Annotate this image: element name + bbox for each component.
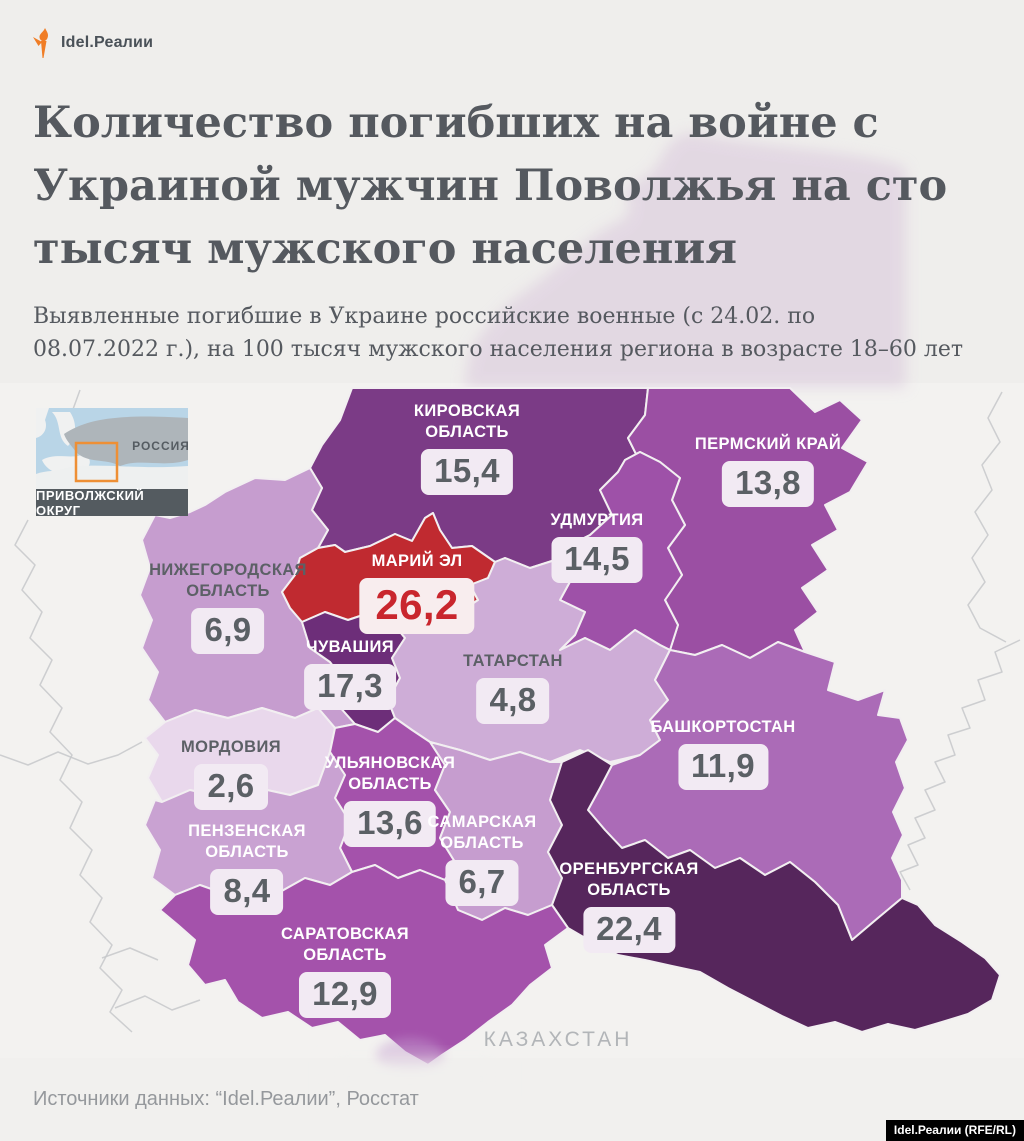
neighbor-borders-east	[967, 391, 1007, 643]
district-highlight-box	[74, 441, 119, 483]
region-value-permskiy: 13,8	[722, 461, 814, 507]
region-label-mordovia: МОРДОВИЯ 2,6	[181, 737, 281, 810]
page-title: Количество погибших на войне с Украиной …	[33, 98, 948, 274]
region-label-tatarstan: ТАТАРСТАН 4,8	[463, 651, 563, 724]
region-value-saratovskaya: 12,9	[299, 972, 391, 1018]
torch-icon	[33, 28, 49, 58]
kazakhstan-label: КАЗАХСТАН	[483, 1028, 633, 1051]
saratov-fade-mask	[330, 1062, 500, 1096]
region-label-chuvashia: ЧУВАШИЯ 17,3	[304, 637, 396, 710]
region-value-mariy-el: 26,2	[359, 578, 475, 634]
region-value-chuvashia: 17,3	[304, 664, 396, 710]
region-value-samarskaya: 6,7	[445, 860, 519, 906]
region-label-nizhegorodskaya: НИЖЕГОРОДСКАЯ ОБЛАСТЬ 6,9	[149, 560, 307, 654]
region-value-kirovskaya: 15,4	[421, 449, 513, 495]
region-label-permskiy: ПЕРМСКИЙ КРАЙ 13,8	[695, 434, 841, 507]
region-value-tatarstan: 4,8	[476, 678, 550, 724]
region-label-orenburgskaya: ОРЕНБУРГСКАЯ ОБЛАСТЬ 22,4	[559, 859, 698, 953]
region-label-bashkortostan: БАШКОРТОСТАН 11,9	[650, 717, 795, 790]
ghost-map-shape	[464, 132, 906, 388]
locator-inset: РОССИЯ ПРИВОЛЖСКИЙ ОКРУГ	[36, 408, 188, 518]
neighbor-borders-west	[14, 519, 133, 1033]
locator-map: РОССИЯ	[36, 408, 188, 489]
region-shape-saratovskaya	[159, 864, 569, 1066]
region-label-mariy-el: МАРИЙ ЭЛ 26,2	[359, 551, 475, 634]
region-value-udmurtia: 14,5	[551, 537, 643, 583]
region-value-bashkortostan: 11,9	[677, 744, 769, 790]
region-value-ulyanovskaya: 13,6	[344, 801, 436, 847]
inset-country-label: РОССИЯ	[132, 439, 188, 453]
region-label-saratovskaya: САРАТОВСКАЯ ОБЛАСТЬ 12,9	[281, 924, 409, 1018]
neighbor-borders-southwest	[101, 947, 201, 1011]
neighbor-borders-east-2	[899, 639, 1021, 891]
region-label-samarskaya: САМАРСКАЯ ОБЛАСТЬ 6,7	[427, 812, 536, 906]
brand-name: Idel.Реалии	[61, 34, 154, 51]
data-sources: Источники данных: “Idel.Реалии”, Росстат	[33, 1088, 419, 1110]
region-value-orenburgskaya: 22,4	[583, 907, 675, 953]
region-label-ulyanovskaya: УЛЬЯНОВСКАЯ ОБЛАСТЬ 13,6	[325, 753, 456, 847]
page-subtitle: Выявленные погибшие в Украине российские…	[33, 304, 964, 362]
region-value-nizhegorodskaya: 6,9	[191, 608, 265, 654]
region-label-kirovskaya: КИРОВСКАЯ ОБЛАСТЬ 15,4	[414, 401, 520, 495]
region-value-mordovia: 2,6	[194, 764, 268, 810]
neighbor-borders-west-2	[0, 741, 143, 766]
footer-background-band	[0, 1058, 1024, 1141]
region-label-penzenskaya: ПЕНЗЕНСКАЯ ОБЛАСТЬ 8,4	[188, 821, 306, 915]
region-value-penzenskaya: 8,4	[210, 869, 284, 915]
brand-logo: Idel.Реалии	[33, 28, 153, 58]
region-label-udmurtia: УДМУРТИЯ 14,5	[551, 510, 644, 583]
credit-badge: Idel.Реалии (RFE/RL)	[885, 1120, 1024, 1141]
inset-district-banner: ПРИВОЛЖСКИЙ ОКРУГ	[36, 488, 188, 518]
